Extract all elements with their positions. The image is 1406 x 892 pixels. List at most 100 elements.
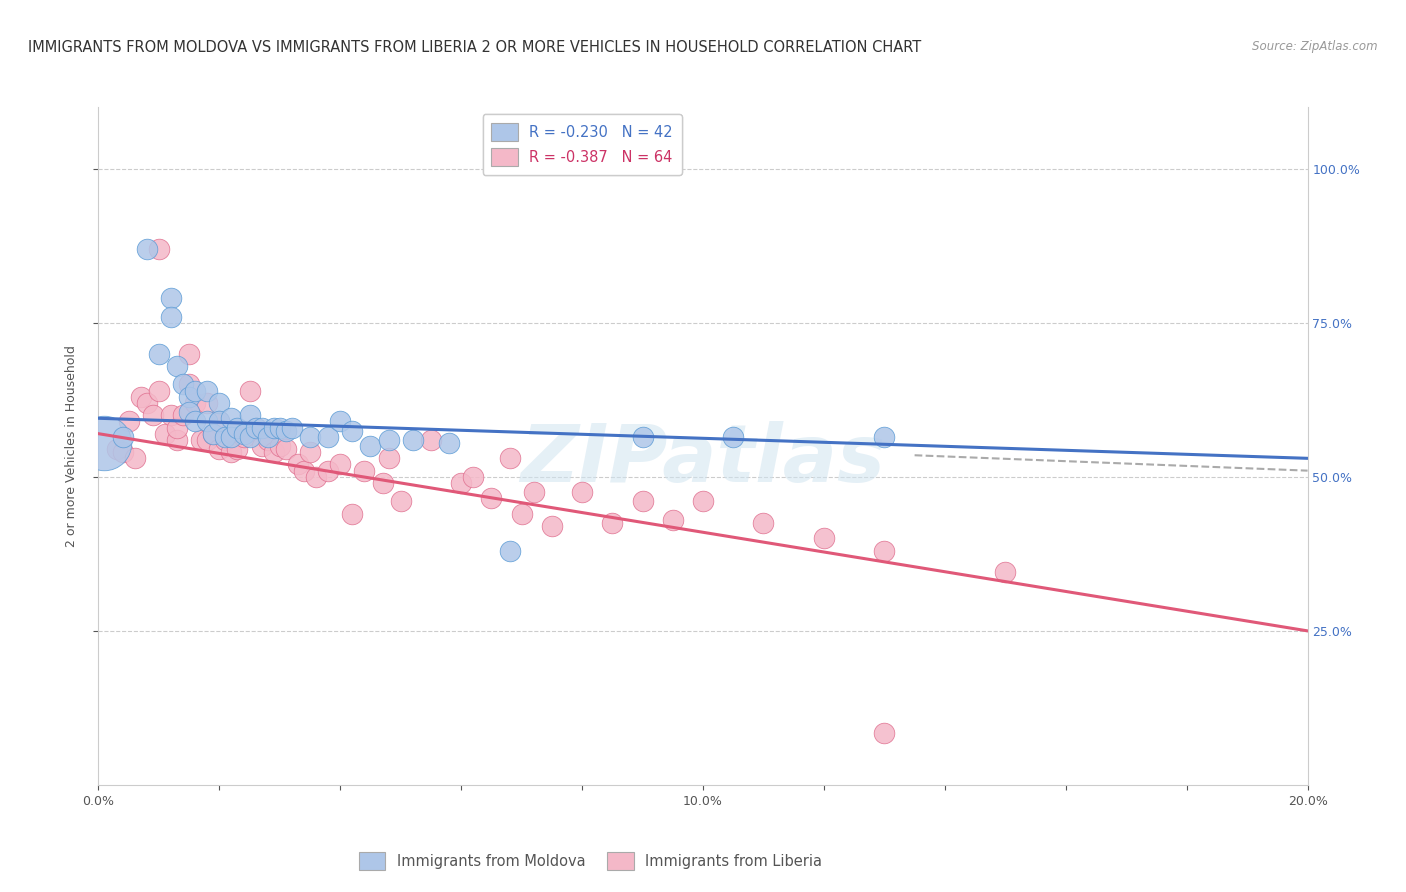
Point bbox=[274, 442, 297, 456]
Point bbox=[540, 519, 562, 533]
Point bbox=[481, 491, 503, 506]
Point bbox=[179, 346, 201, 360]
Point bbox=[256, 433, 278, 447]
Point bbox=[160, 408, 183, 422]
Point bbox=[377, 451, 399, 466]
Point bbox=[389, 494, 412, 508]
Point bbox=[118, 414, 141, 428]
Point bbox=[631, 494, 654, 508]
Point bbox=[184, 384, 207, 398]
Point bbox=[281, 420, 304, 434]
Point bbox=[274, 424, 297, 438]
Point bbox=[873, 543, 896, 558]
Point bbox=[179, 405, 201, 419]
Point bbox=[142, 408, 165, 422]
Point bbox=[221, 424, 243, 438]
Point bbox=[299, 445, 322, 459]
Point bbox=[329, 414, 352, 428]
Point bbox=[498, 543, 520, 558]
Point bbox=[602, 516, 624, 530]
Point bbox=[239, 430, 262, 444]
Point bbox=[195, 414, 218, 428]
Point bbox=[245, 420, 267, 434]
Point bbox=[402, 433, 425, 447]
Point bbox=[305, 470, 328, 484]
Point bbox=[287, 458, 309, 472]
Point bbox=[813, 532, 835, 546]
Legend: Immigrants from Moldova, Immigrants from Liberia: Immigrants from Moldova, Immigrants from… bbox=[353, 847, 828, 876]
Point bbox=[221, 445, 243, 459]
Point bbox=[166, 420, 188, 434]
Point bbox=[437, 436, 460, 450]
Point bbox=[214, 433, 236, 447]
Point bbox=[221, 430, 243, 444]
Point bbox=[208, 396, 231, 410]
Point bbox=[269, 439, 291, 453]
Point bbox=[195, 384, 218, 398]
Point bbox=[245, 420, 267, 434]
Point bbox=[463, 470, 485, 484]
Point bbox=[994, 566, 1017, 580]
Point bbox=[195, 433, 218, 447]
Text: IMMIGRANTS FROM MOLDOVA VS IMMIGRANTS FROM LIBERIA 2 OR MORE VEHICLES IN HOUSEHO: IMMIGRANTS FROM MOLDOVA VS IMMIGRANTS FR… bbox=[28, 40, 921, 55]
Point bbox=[195, 396, 218, 410]
Point bbox=[184, 414, 207, 428]
Legend: R = -0.230   N = 42, R = -0.387   N = 64: R = -0.230 N = 42, R = -0.387 N = 64 bbox=[482, 114, 682, 175]
Text: Source: ZipAtlas.com: Source: ZipAtlas.com bbox=[1253, 40, 1378, 54]
Point bbox=[342, 424, 364, 438]
Point bbox=[873, 725, 896, 739]
Point bbox=[873, 430, 896, 444]
Point bbox=[723, 430, 745, 444]
Point bbox=[263, 445, 285, 459]
Point bbox=[208, 414, 231, 428]
Point bbox=[752, 516, 775, 530]
Point bbox=[316, 430, 339, 444]
Point bbox=[172, 377, 194, 392]
Point bbox=[160, 291, 183, 305]
Point bbox=[111, 430, 134, 444]
Point bbox=[208, 442, 231, 456]
Point bbox=[269, 420, 291, 434]
Point bbox=[232, 430, 254, 444]
Y-axis label: 2 or more Vehicles in Household: 2 or more Vehicles in Household bbox=[65, 345, 77, 547]
Point bbox=[179, 390, 201, 404]
Point bbox=[135, 242, 157, 256]
Point bbox=[239, 408, 262, 422]
Point bbox=[263, 420, 285, 434]
Point bbox=[256, 430, 278, 444]
Point bbox=[510, 507, 533, 521]
Point bbox=[166, 359, 188, 373]
Point bbox=[202, 426, 225, 441]
Point bbox=[498, 451, 520, 466]
Point bbox=[148, 242, 170, 256]
Point bbox=[661, 513, 683, 527]
Point bbox=[148, 384, 170, 398]
Point bbox=[292, 464, 315, 478]
Point bbox=[226, 442, 249, 456]
Point bbox=[299, 430, 322, 444]
Point bbox=[111, 445, 134, 459]
Point bbox=[232, 426, 254, 441]
Point bbox=[316, 464, 339, 478]
Point bbox=[377, 433, 399, 447]
Point bbox=[93, 436, 115, 450]
Point bbox=[250, 420, 273, 434]
Point bbox=[342, 507, 364, 521]
Point bbox=[129, 390, 152, 404]
Point bbox=[135, 396, 157, 410]
Point bbox=[148, 346, 170, 360]
Point bbox=[420, 433, 443, 447]
Point bbox=[179, 377, 201, 392]
Point bbox=[250, 439, 273, 453]
Point bbox=[184, 396, 207, 410]
Point bbox=[172, 408, 194, 422]
Point bbox=[523, 485, 546, 500]
Point bbox=[371, 475, 394, 490]
Point bbox=[226, 420, 249, 434]
Point bbox=[631, 430, 654, 444]
Point bbox=[124, 451, 146, 466]
Point bbox=[105, 442, 128, 456]
Point bbox=[450, 475, 472, 490]
Point bbox=[571, 485, 593, 500]
Point bbox=[208, 414, 231, 428]
